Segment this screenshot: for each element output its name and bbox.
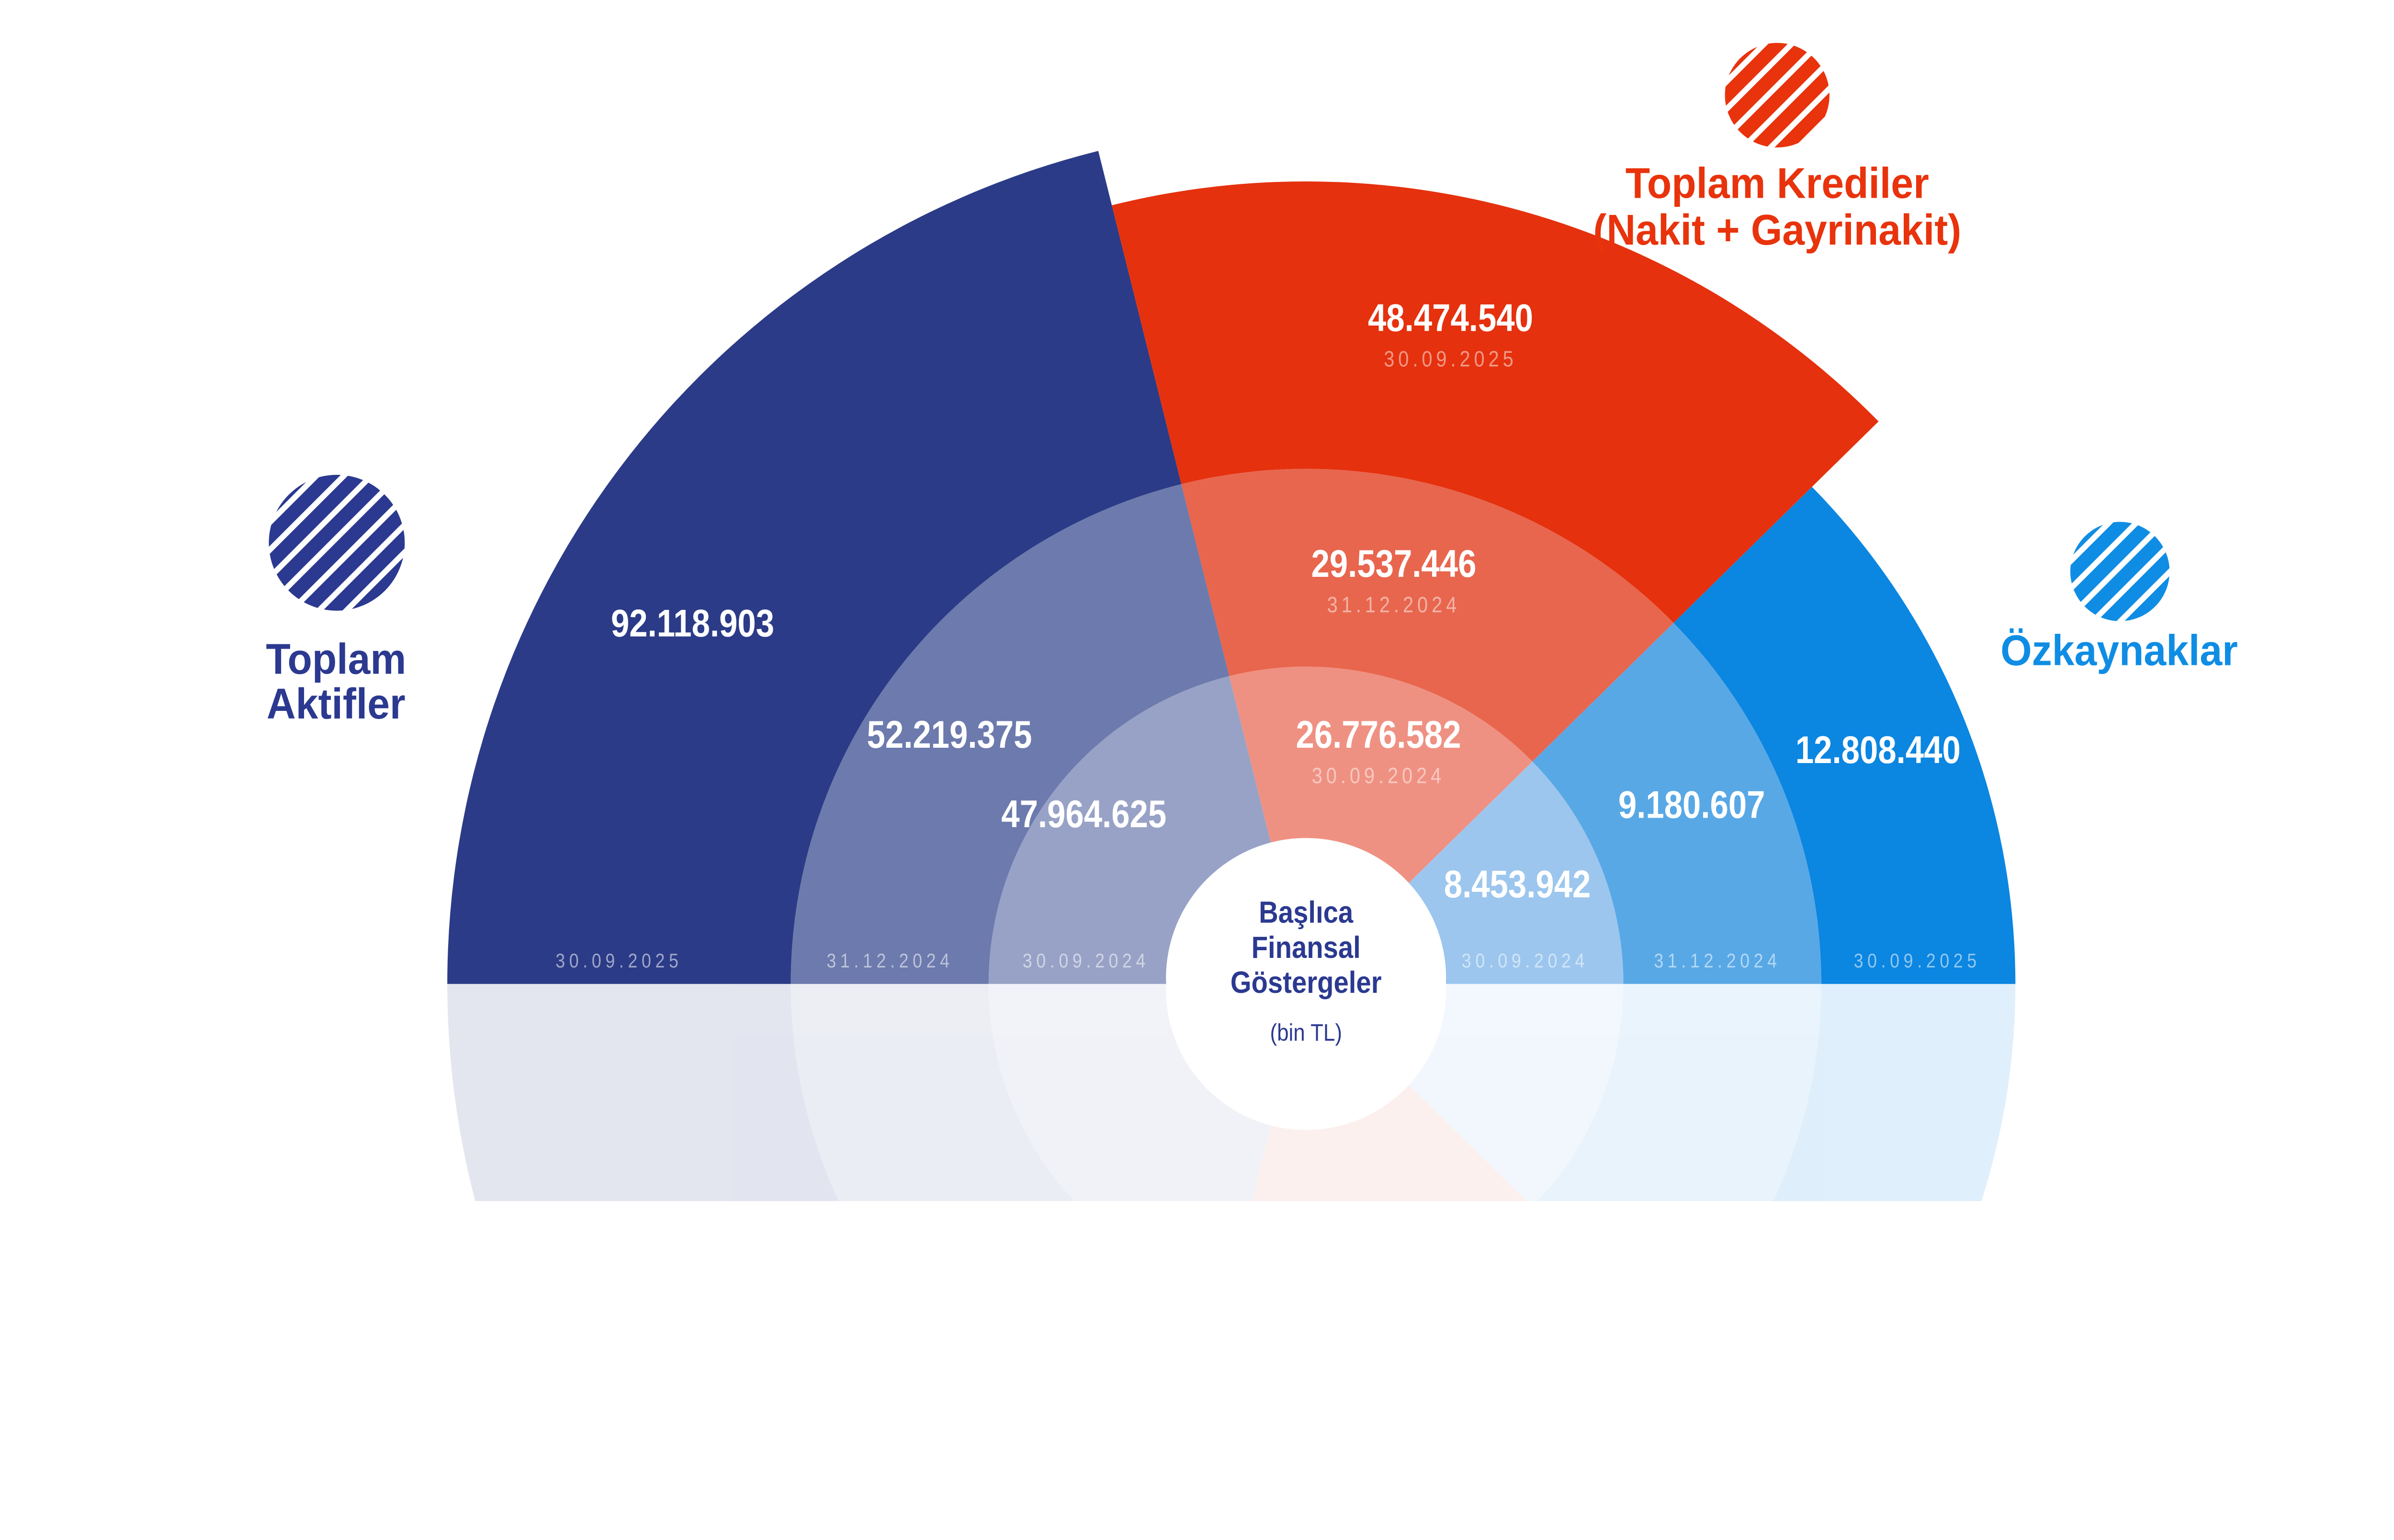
ozkaynaklar-date-1: 31.12.2024 [1654,950,1781,972]
toplam-aktifler-value-0: 92.118.903 [611,601,774,645]
ozkaynaklar-label-line-0: Özkaynaklar [2000,626,2238,674]
center-circle-layer [1166,838,1446,1118]
ozkaynaklar-ring-0-reflection [1773,984,2016,1201]
ozkaynaklar-hatched-circle-icon [2070,522,2170,621]
center-title-line-2: Göstergeler [1231,965,1382,1000]
toplam-aktifler-value-2: 47.964.625 [1001,792,1166,836]
toplam-krediler-date-2: 30.09.2024 [1312,764,1445,788]
toplam-aktifler-date-0: 30.09.2025 [555,950,682,972]
toplam-krediler-value-2: 26.776.582 [1296,713,1461,756]
ozkaynaklar-value-2: 8.453.942 [1444,862,1591,906]
toplam-aktifler-ring-1 [790,484,1230,984]
ozkaynaklar-value-0: 12.808.440 [1796,728,1961,772]
ozkaynaklar-ring-0 [1673,487,2016,984]
toplam-krediler-value-1: 29.537.446 [1311,541,1476,585]
chart-labels-layer: 92.118.903 30.09.2025 52.219.375 31.12.2024… [266,43,2238,1046]
ozkaynaklar-ring-1 [1532,623,1821,984]
toplam-aktifler-date-2: 30.09.2024 [1023,950,1150,972]
toplam-krediler-date-0: 30.09.2025 [1384,347,1517,372]
toplam-aktifler-label-line-0: Toplam [266,635,406,683]
toplam-aktifler-value-1: 52.219.375 [867,713,1032,756]
toplam-krediler-hatched-circle-icon [1725,43,1829,148]
toplam-aktifler-date-1: 31.12.2024 [826,950,953,972]
toplam-aktifler-ring-1-reflection [790,984,1074,1201]
ozkaynaklar-date-0: 30.09.2025 [1854,950,1981,972]
toplam-krediler-label-line-0: Toplam Krediler [1626,158,1929,207]
ozkaynaklar-value-1: 9.180.607 [1618,783,1765,826]
toplam-krediler-date-1: 31.12.2024 [1327,593,1461,618]
center-title-line-0: Başlıca [1259,895,1354,929]
toplam-aktifler-ring-0 [447,151,1182,984]
toplam-aktifler-ring-0-reflection [447,984,839,1201]
toplam-krediler-label-line-1: (Nakit + Gayrinakit) [1593,205,1961,254]
half-sunburst-chart: 92.118.903 30.09.2025 52.219.375 31.12.2024… [266,43,2238,1201]
toplam-krediler-ring-1 [1181,469,1674,762]
center-subtitle: (bin TL) [1270,1019,1342,1045]
financial-indicators-infographic: 92.118.903 30.09.2025 52.219.375 31.12.2024… [266,43,2238,1201]
center-circle [1166,838,1446,1118]
toplam-krediler-ring-0 [1112,181,1879,623]
ozkaynaklar-ring-1-reflection [1537,984,1821,1201]
toplam-krediler-value-0: 48.474.540 [1368,296,1533,339]
center-title-line-1: Finansal [1252,930,1361,965]
toplam-aktifler-label-line-1: Aktifler [267,679,406,728]
toplam-aktifler-hatched-circle-icon [269,474,405,611]
ozkaynaklar-date-2: 30.09.2024 [1462,950,1589,972]
